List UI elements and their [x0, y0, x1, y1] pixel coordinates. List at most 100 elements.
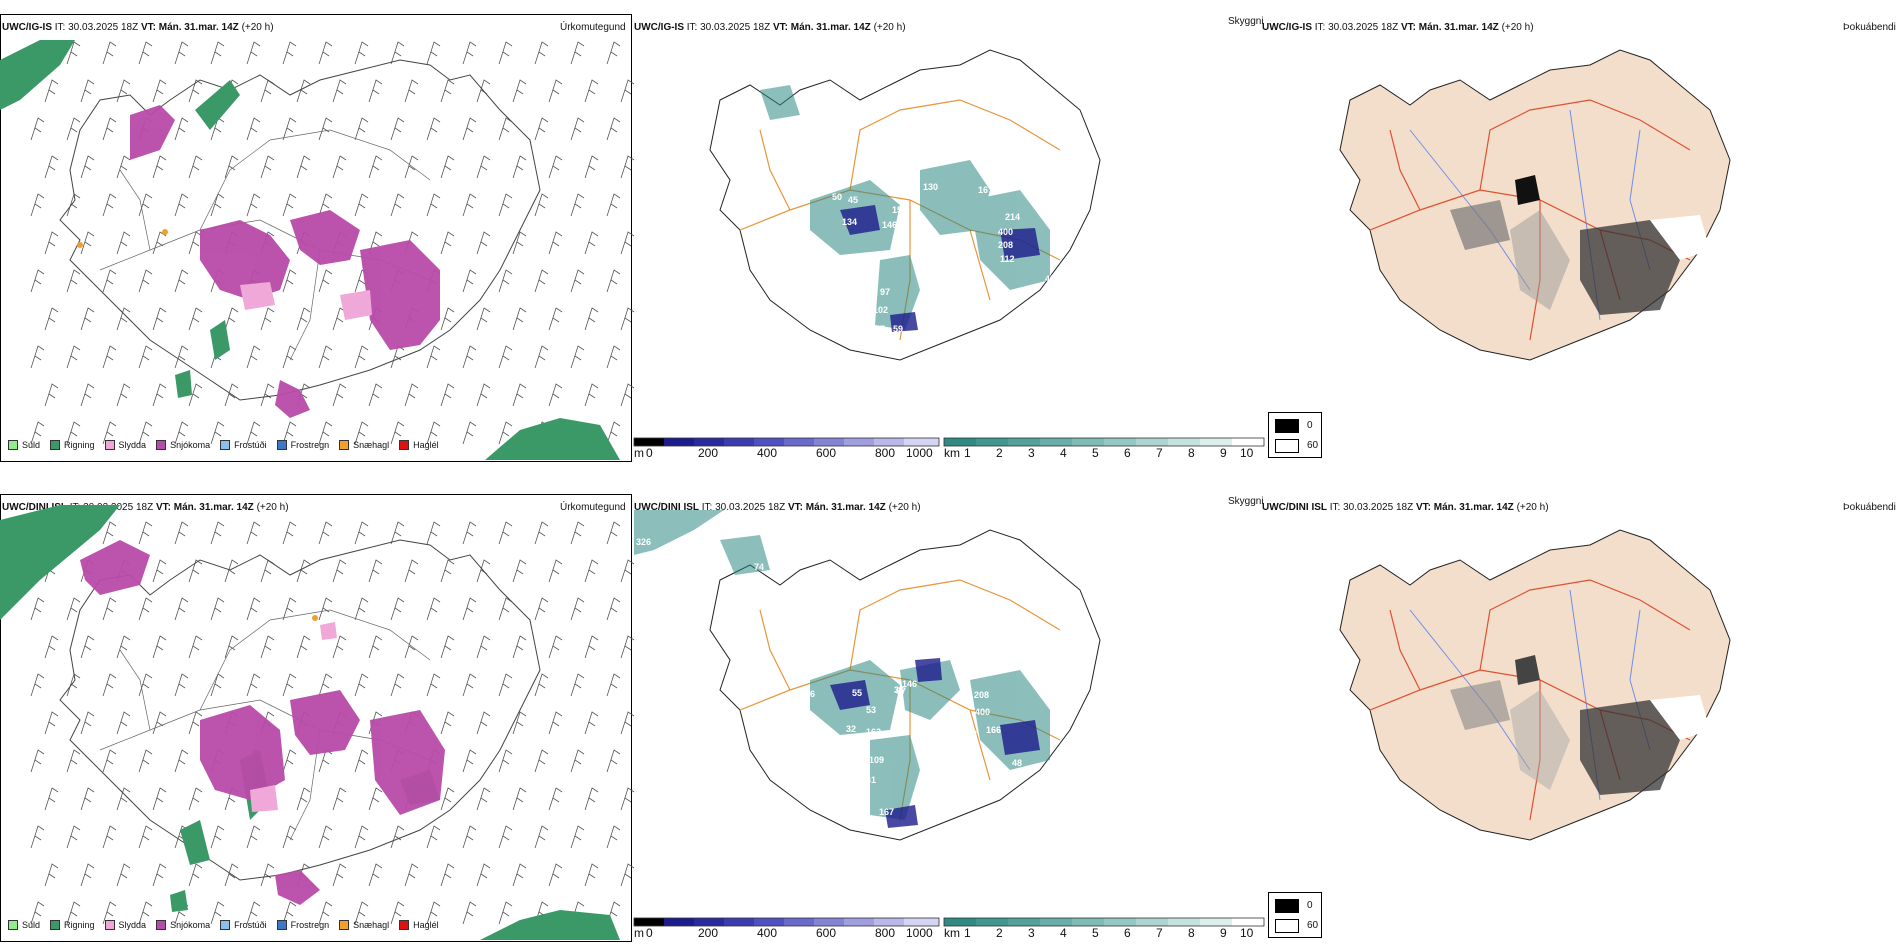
- wind-barb: [354, 117, 369, 141]
- wind-barb: [260, 383, 275, 407]
- wind-barb: [354, 521, 369, 545]
- wind-barb: [188, 155, 203, 179]
- valid-time: Mán. 31.mar. 14Z: [158, 22, 239, 33]
- visibility-value-label: 208: [974, 690, 989, 700]
- wind-barb: [296, 307, 311, 331]
- wind-barb: [440, 635, 455, 659]
- wind-barb: [426, 673, 441, 697]
- wind-barb: [584, 307, 599, 331]
- wind-barb: [512, 635, 527, 659]
- wind-barb: [462, 597, 477, 621]
- altitude-colorbar: m 0 200 400 600 800 1000: [633, 437, 940, 462]
- wind-barb: [224, 383, 239, 407]
- wind-barb: [404, 79, 419, 103]
- wind-barb: [498, 345, 513, 369]
- wind-barb: [476, 787, 491, 811]
- fog-legend-60: 60: [1307, 920, 1319, 931]
- wind-barb: [390, 421, 405, 445]
- wind-barb: [354, 41, 369, 65]
- km-tick: 6: [1124, 926, 1131, 940]
- wind-barb: [534, 269, 549, 293]
- wind-barb: [282, 901, 297, 925]
- visibility-value-label: 197: [770, 237, 785, 247]
- wind-barb: [390, 41, 405, 65]
- wind-barb: [318, 521, 333, 545]
- wind-barb: [426, 421, 441, 445]
- wind-barb: [138, 521, 153, 545]
- km-tick: 8: [1188, 926, 1195, 940]
- wind-barb: [138, 345, 153, 369]
- visibility-value-label: 48: [1012, 758, 1022, 768]
- lead-time: (+20 h): [1501, 22, 1534, 33]
- offshore-low-visibility: [634, 510, 724, 555]
- wind-barb: [548, 863, 563, 887]
- wind-barb: [188, 79, 203, 103]
- wind-barb: [512, 307, 527, 331]
- iceland-coastline: [59, 539, 541, 881]
- row-2: UWC/DINI ISL IT: 30.03.2025 18Z VT: Mán.…: [0, 480, 1900, 950]
- wind-barb: [224, 863, 239, 887]
- km-tick: 1: [964, 446, 971, 460]
- wind-barb: [512, 79, 527, 103]
- wind-barb: [534, 193, 549, 217]
- init-time: IT: 30.03.2025 18Z: [1314, 22, 1399, 33]
- visibility-value-label: 400: [998, 227, 1013, 237]
- valid-time: Mán. 31.mar. 14Z: [805, 502, 886, 513]
- fog-indicator-map: [1339, 49, 1731, 361]
- wind-barb: [30, 193, 45, 217]
- wind-barb: [606, 117, 621, 141]
- legend-item-slydda: Slydda: [104, 920, 146, 930]
- visibility-value-label: 67: [896, 686, 906, 696]
- visibility-value-label: 37: [786, 703, 796, 713]
- km-tick: 1: [964, 926, 971, 940]
- precip-type-map: [0, 505, 635, 940]
- wind-barb: [66, 193, 81, 217]
- wind-barb: [368, 231, 383, 255]
- wind-barb: [318, 421, 333, 445]
- wind-barb: [390, 117, 405, 141]
- wind-barb: [368, 635, 383, 659]
- vis-title: UWC/DINI ISL IT: 30.03.2025 18Z VT: Mán.…: [634, 502, 921, 513]
- wind-barb: [282, 421, 297, 445]
- wind-barb: [498, 901, 513, 925]
- wind-barb: [296, 787, 311, 811]
- lead-time: (+20 h): [1516, 502, 1549, 513]
- wind-barb: [332, 559, 347, 583]
- vt-label: VT:: [787, 502, 803, 513]
- wind-barb: [138, 269, 153, 293]
- km-tick: 5: [1092, 446, 1099, 460]
- wind-barb: [102, 597, 117, 621]
- wind-barb: [354, 193, 369, 217]
- wind-barb: [498, 521, 513, 545]
- vis-field-name: Skyggni: [1228, 496, 1264, 507]
- wind-barb: [152, 155, 167, 179]
- wind-barb: [80, 635, 95, 659]
- wind-barb: [80, 863, 95, 887]
- wind-barb: [318, 901, 333, 925]
- wind-barb: [138, 421, 153, 445]
- visibility-value-label: 53: [866, 705, 876, 715]
- wind-barb: [570, 193, 585, 217]
- wind-barb: [102, 521, 117, 545]
- visibility-value-label: 208: [998, 240, 1013, 250]
- wind-barb: [188, 711, 203, 735]
- valid-time: Mán. 31.mar. 14Z: [790, 22, 871, 33]
- valid-time: Mán. 31.mar. 14Z: [1418, 22, 1499, 33]
- wind-barb: [66, 269, 81, 293]
- altitude-tick: 1000: [906, 926, 933, 940]
- wind-barb: [512, 711, 527, 735]
- wind-barb: [512, 787, 527, 811]
- wind-barb: [498, 825, 513, 849]
- precip-title: UWC/IG-IS IT: 30.03.2025 18Z VT: Mán. 31…: [2, 22, 274, 33]
- sleet-areas: [250, 622, 337, 812]
- fog-legend-0: 0: [1307, 420, 1313, 431]
- wind-barb: [296, 79, 311, 103]
- wind-barb: [224, 155, 239, 179]
- wind-barb: [390, 521, 405, 545]
- legend-item-rigning: Rigning: [50, 440, 95, 450]
- wind-barb: [102, 345, 117, 369]
- roads: [99, 129, 431, 361]
- wind-barb: [188, 559, 203, 583]
- wind-barb: [606, 597, 621, 621]
- wind-barb: [30, 345, 45, 369]
